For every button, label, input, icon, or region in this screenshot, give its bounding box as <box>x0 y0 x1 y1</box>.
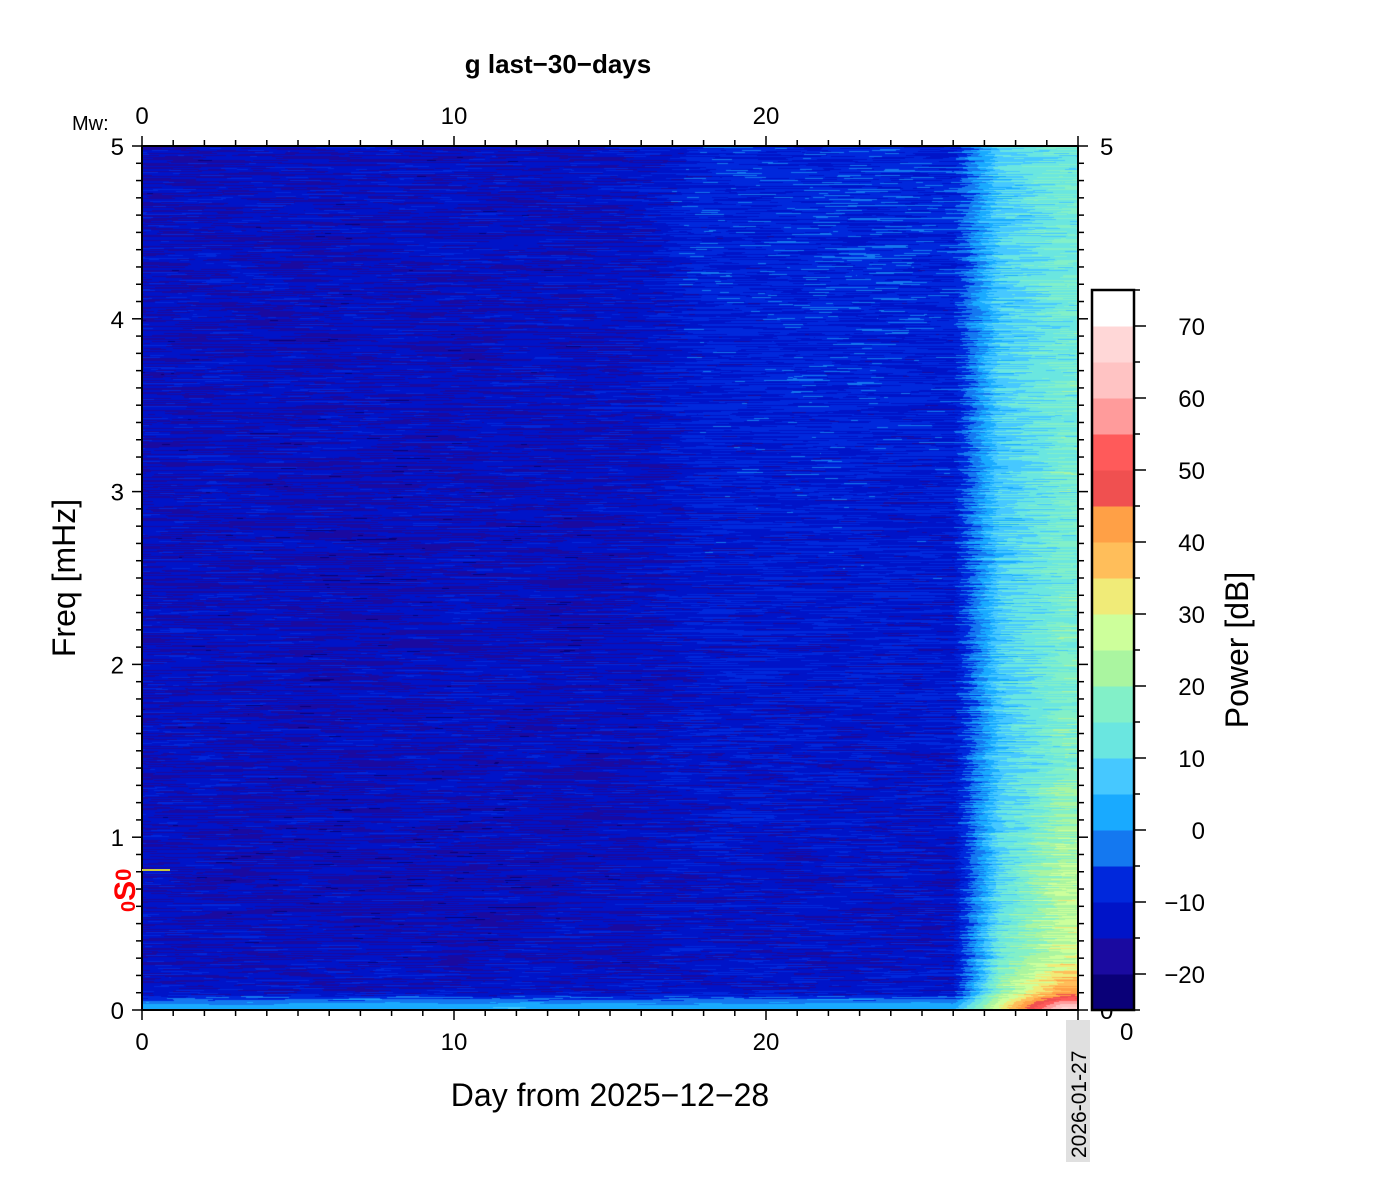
colorbar-swatch <box>1092 974 1134 1011</box>
colorbar-tick-label: 20 <box>1178 674 1205 701</box>
colorbar-swatch <box>1092 290 1134 327</box>
colorbar-swatch <box>1092 542 1134 579</box>
colorbar-swatch <box>1092 614 1134 651</box>
colorbar-tick-label: 70 <box>1178 314 1205 341</box>
colorbar-swatch <box>1092 866 1134 903</box>
colorbar-swatch <box>1092 794 1134 831</box>
top-x-tick-label: 10 <box>441 103 468 130</box>
colorbar-swatch <box>1092 578 1134 615</box>
colorbar-swatch <box>1092 506 1134 543</box>
mode-label-main: S <box>109 881 142 901</box>
spectrogram-heatmap <box>142 146 1078 1010</box>
colorbar-tick-label: −20 <box>1164 962 1205 989</box>
mw-label: Mw: <box>72 113 109 135</box>
right-y-tick-label: 5 <box>1100 134 1113 161</box>
top-x-tick-label: 20 <box>753 103 780 130</box>
mode-marker: 0S0 <box>109 869 170 912</box>
mode-label: 0S0 <box>109 869 142 912</box>
mode-label-prefix: 0 <box>118 901 140 912</box>
colorbar-swatch <box>1092 434 1134 471</box>
y-tick-label: 3 <box>111 480 124 507</box>
colorbar-label: Power [dB] <box>1219 572 1255 729</box>
colorbar-tick-label: −10 <box>1164 890 1205 917</box>
x-axis-label: Day from 2025−12−28 <box>451 1077 769 1113</box>
x-tick-label: 20 <box>753 1029 780 1056</box>
colorbar-tick-label: 10 <box>1178 746 1205 773</box>
y-tick-label: 5 <box>111 134 124 161</box>
colorbar-swatch <box>1092 938 1134 975</box>
mode-label-suffix: 0 <box>111 869 136 881</box>
colorbar-swatch <box>1092 686 1134 723</box>
colorbar-tick-label: 50 <box>1178 458 1205 485</box>
top-axis-label: Mw: <box>72 113 109 135</box>
colorbar-swatch <box>1092 722 1134 759</box>
colorbar-swatch <box>1092 758 1134 795</box>
colorbar-tick-label: 30 <box>1178 602 1205 629</box>
x-tick-label: 10 <box>441 1029 468 1056</box>
colorbar-swatch <box>1092 398 1134 435</box>
y-tick-label: 4 <box>111 307 124 334</box>
y-tick-label: 0 <box>111 998 124 1025</box>
colorbar-tick-label: 0 <box>1192 818 1205 845</box>
x-tick-label: 0 <box>135 1029 148 1056</box>
colorbar-tick-label: 60 <box>1178 386 1205 413</box>
plot-frame <box>141 145 1079 1011</box>
colorbar-swatch <box>1092 902 1134 939</box>
colorbar-bottom-label: 0 <box>1120 1019 1133 1046</box>
colorbar-swatch <box>1092 326 1134 363</box>
end-date-box: 2026-01-27 <box>1066 1020 1091 1162</box>
chart-title: g last−30−days <box>465 49 651 79</box>
top-x-tick-label: 0 <box>135 103 148 130</box>
colorbar-swatch <box>1092 830 1134 867</box>
colorbar-swatch <box>1092 470 1134 507</box>
colorbar-tick-label: 40 <box>1178 530 1205 557</box>
colorbar-swatch <box>1092 362 1134 399</box>
y-axis-label: Freq [mHz] <box>46 499 82 657</box>
colorbar: −20 −10 0 10 20 30 40 50 60 70 0 <box>1090 288 1205 1046</box>
colorbar-swatch <box>1092 650 1134 687</box>
y-tick-label: 2 <box>111 652 124 679</box>
end-date-label: 2026-01-27 <box>1068 1051 1091 1158</box>
y-tick-label: 1 <box>111 825 124 852</box>
